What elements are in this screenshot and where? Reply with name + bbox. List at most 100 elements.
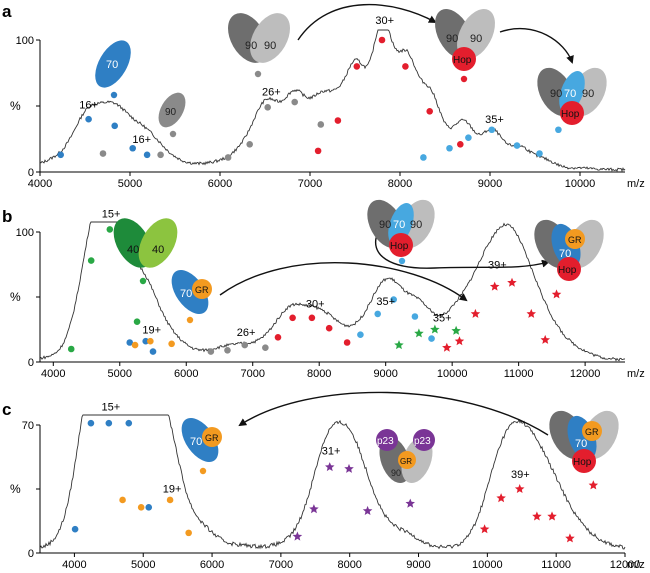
circle-marker-blue [126,339,134,346]
marker-legend-red [460,75,468,83]
circle-marker-gray [241,341,249,349]
x-tick-label: 8000 [337,559,361,571]
hsp90-gr-p23-cartoon: p23 p23 GR 90 [376,429,435,484]
x-tick-label: 10000 [472,559,503,571]
y-tick-label: 100 [16,35,34,47]
y-tick-label: 0 [28,548,34,560]
circle-marker-red [308,314,316,322]
x-tick-label: 8000 [388,178,412,190]
star-marker-purple [292,531,303,541]
gr-label: GR [568,235,582,245]
hop-label: Hop [453,55,472,66]
circle-marker-gray [224,347,231,354]
x-tick-label: 9000 [478,178,502,190]
circle-marker-blue [145,503,153,511]
hsp90-label: 90 [165,107,177,118]
panel-letter-b: b [2,207,12,226]
circle-marker-gray [264,104,272,111]
circle-marker-blue [57,151,64,159]
y-tick-label: 70 [22,420,34,432]
circle-marker-red [314,147,322,155]
circle-marker-green [106,226,114,233]
star-marker-green [414,328,424,338]
star-marker-purple [405,498,415,508]
circle-marker-orange [168,340,175,348]
circle-marker-red [353,63,361,70]
star-marker-purple [325,462,335,472]
marker-legend-orange [199,467,207,475]
y-tick-label: 0 [28,167,34,179]
charge-state-label: 19+ [163,484,182,496]
x-tick-label: 11000 [541,559,571,571]
gr-label: GR [400,457,412,466]
circle-marker-gray [317,121,325,128]
hsp90-hsp70-gr-hop-cartoon-b: 70 GR Hop [534,219,604,281]
panel-letter-a: a [2,2,12,21]
spectrum-trace [39,414,626,550]
circle-marker-lightblue [536,150,543,157]
circle-marker-blue [149,348,157,355]
marker-legend-orange [186,316,194,324]
circle-marker-lightblue [465,134,472,141]
spectrum-panel-c: 4000 5000 6000 7000 8000 9000 10000 11000 12000 0… [10,401,645,571]
hop-label: Hop [573,457,592,468]
arrow-a2 [499,27,574,64]
hsp90-label: 90 [245,40,257,52]
hsp40-dimer-cartoon: 40 40 [113,218,178,268]
hsp90-label: 90 [550,88,562,100]
charge-state-label: 16+ [132,134,151,146]
star-marker-purple [362,505,373,515]
hsp40-label: 40 [127,244,139,256]
marker-legend-lightblue [398,257,406,265]
hop-label: Hop [558,265,577,276]
gr-label: GR [585,427,599,437]
circle-marker-orange [185,529,192,537]
x-tick-label: 12000 [570,368,601,380]
hsp70-label: 70 [575,438,587,450]
circle-marker-blue [143,151,151,159]
star-marker-red [496,493,506,503]
hsp70-label: 70 [559,248,571,260]
circle-marker-lightblue [555,126,562,134]
circle-marker-lightblue [428,335,435,342]
hsp90-label: 90 [410,219,422,231]
circle-marker-red [325,324,333,332]
arrow-c1 [238,391,549,436]
charge-state-label: 30+ [306,298,325,310]
circle-marker-orange [147,337,154,345]
y-tick-label: 0 [28,357,34,369]
gr-label: GR [205,433,219,443]
hsp70-label: 70 [106,59,118,71]
x-tick-label: 4000 [28,178,52,190]
x-tick-label: 8000 [307,368,331,380]
x-tick-label: 10000 [565,178,596,190]
circle-marker-orange [166,496,174,504]
hsp90-hsp70-gr-hop-cartoon-c: 70 GR Hop [549,410,619,473]
star-marker-red [532,511,542,521]
x-axis-label: m/z [627,559,645,571]
charge-state-label: 31+ [322,445,341,457]
y-axis-label: % [10,290,21,304]
circle-marker-red [378,36,386,44]
charge-state-label: 16+ [79,100,98,112]
star-marker-red [551,289,562,299]
x-tick-label: 5000 [118,178,142,190]
circle-marker-lightblue [390,296,397,303]
star-marker-red [540,334,550,344]
charge-state-label: 26+ [237,327,256,339]
circle-marker-lightblue [488,126,496,134]
x-tick-label: 7000 [298,178,322,190]
y-tick-label: 100 [16,227,34,239]
hsp90-label: 90 [379,219,391,231]
star-marker-red [526,308,536,318]
circle-marker-green [67,345,75,353]
star-marker-red [442,342,452,352]
y-axis-label: % [10,482,21,496]
circle-marker-lightblue [446,144,453,152]
star-marker-red [479,524,490,534]
spectrum-panel-b: 4000 5000 6000 7000 8000 9000 10000 11000 12000 0… [10,209,645,380]
x-tick-label: 11000 [504,368,534,380]
circle-marker-green [133,318,141,326]
circle-marker-blue [105,419,113,427]
